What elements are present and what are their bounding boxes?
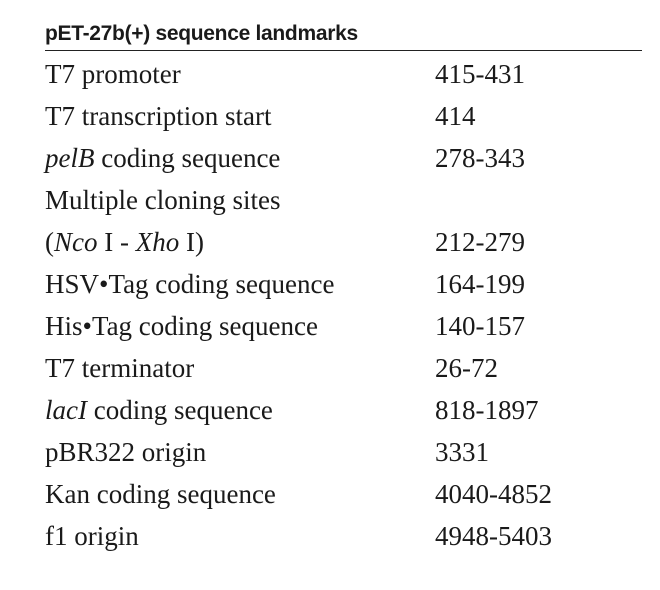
feature-text: HSV•Tag coding sequence xyxy=(45,269,335,299)
position-cell: 4040-4852 xyxy=(435,479,552,509)
position-cell: 212-279 xyxy=(435,227,525,257)
table-row: pelB coding sequence 278-343 xyxy=(45,137,642,179)
feature-cell: Kan coding sequence xyxy=(45,473,435,515)
feature-text: coding sequence xyxy=(94,143,281,173)
feature-text: Xho xyxy=(135,227,180,257)
position-cell: 140-157 xyxy=(435,311,525,341)
table-row: T7 terminator 26-72 xyxy=(45,347,642,389)
feature-text: I - xyxy=(97,227,136,257)
feature-cell: lacI coding sequence xyxy=(45,389,435,431)
feature-text: His•Tag coding sequence xyxy=(45,311,318,341)
feature-cell: Multiple cloning sites xyxy=(45,179,435,221)
table-row: lacI coding sequence 818-1897 xyxy=(45,389,642,431)
position-cell: 414 xyxy=(435,101,476,131)
table-row: (Nco I - Xho I) 212-279 xyxy=(45,221,642,263)
feature-text: lacI xyxy=(45,395,87,425)
position-cell: 26-72 xyxy=(435,353,498,383)
feature-text: Multiple cloning sites xyxy=(45,185,281,215)
feature-text: T7 transcription start xyxy=(45,101,272,131)
table-row: His•Tag coding sequence 140-157 xyxy=(45,305,642,347)
feature-cell: T7 terminator xyxy=(45,347,435,389)
feature-cell: T7 transcription start xyxy=(45,95,435,137)
feature-cell: His•Tag coding sequence xyxy=(45,305,435,347)
feature-text: Nco xyxy=(54,227,98,257)
position-cell: 4948-5403 xyxy=(435,521,552,551)
table-body: T7 promoter 415-431 T7 transcription start… xyxy=(45,53,642,557)
position-cell: 164-199 xyxy=(435,269,525,299)
table-row: HSV•Tag coding sequence 164-199 xyxy=(45,263,642,305)
feature-text: coding sequence xyxy=(86,395,273,425)
feature-text: I) xyxy=(179,227,204,257)
table-title: pET-27b(+) sequence landmarks xyxy=(45,18,642,51)
feature-cell: (Nco I - Xho I) xyxy=(45,221,435,263)
feature-text: ( xyxy=(45,227,54,257)
feature-text: T7 terminator xyxy=(45,353,195,383)
feature-cell: pBR322 origin xyxy=(45,431,435,473)
table-row: Multiple cloning sites xyxy=(45,179,642,221)
feature-cell: T7 promoter xyxy=(45,53,435,95)
position-cell: 3331 xyxy=(435,437,489,467)
landmarks-table: pET-27b(+) sequence landmarks T7 promote… xyxy=(45,18,642,557)
table-row: f1 origin 4948-5403 xyxy=(45,515,642,557)
table-row: T7 transcription start 414 xyxy=(45,95,642,137)
position-cell: 278-343 xyxy=(435,143,525,173)
feature-text: T7 promoter xyxy=(45,59,181,89)
position-cell: 818-1897 xyxy=(435,395,539,425)
position-cell: 415-431 xyxy=(435,59,525,89)
table-row: pBR322 origin 3331 xyxy=(45,431,642,473)
feature-cell: pelB coding sequence xyxy=(45,137,435,179)
feature-text: f1 origin xyxy=(45,521,139,551)
feature-cell: HSV•Tag coding sequence xyxy=(45,263,435,305)
feature-text: Kan coding sequence xyxy=(45,479,276,509)
table-row: Kan coding sequence 4040-4852 xyxy=(45,473,642,515)
feature-text: pelB xyxy=(45,143,95,173)
feature-cell: f1 origin xyxy=(45,515,435,557)
table-row: T7 promoter 415-431 xyxy=(45,53,642,95)
feature-text: pBR322 origin xyxy=(45,437,207,467)
